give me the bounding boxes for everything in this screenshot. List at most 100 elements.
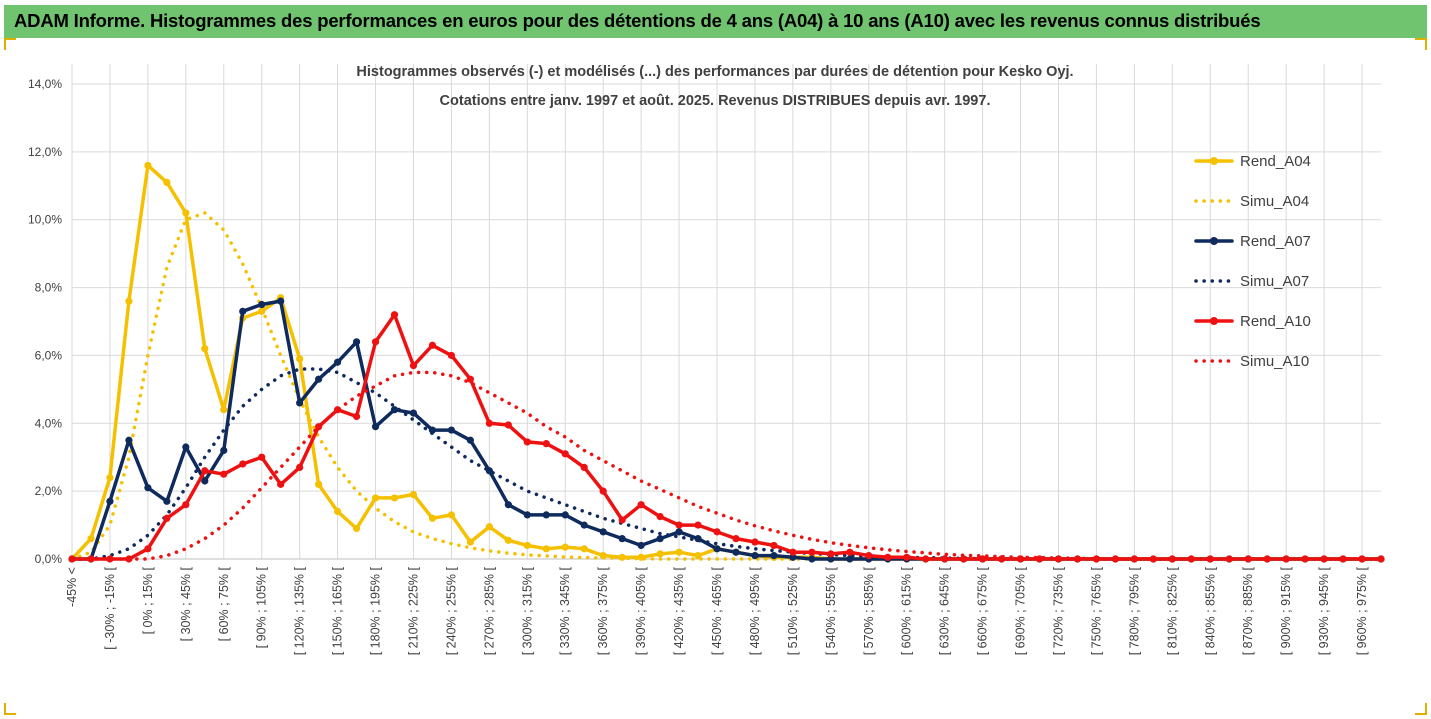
x-tick-label: [ 930% ; 945% [ (1317, 566, 1331, 655)
data-point-rend-a10 (390, 311, 399, 319)
data-point-rend-a10 (447, 351, 456, 360)
data-point-rend-a07 (599, 528, 607, 536)
data-point-rend-a10 (884, 553, 892, 561)
x-tick-label: [ 450% ; 465% [ (710, 566, 724, 655)
data-point-rend-a10 (1092, 555, 1101, 563)
data-point-rend-a04 (163, 178, 171, 186)
data-point-rend-a10 (599, 487, 607, 495)
data-point-rend-a10 (637, 501, 645, 509)
x-tick-label: [ 210% ; 225% [ (406, 566, 420, 655)
legend-label: Rend_A07 (1240, 233, 1311, 250)
data-point-rend-a10 (466, 375, 474, 383)
data-point-rend-a10 (922, 555, 930, 563)
y-tick-label: 8,0% (35, 281, 63, 295)
data-point-rend-a04 (125, 297, 133, 305)
frame-corner-top-left (4, 38, 16, 50)
x-tick-label: [ 570% ; 585% [ (862, 566, 876, 655)
data-point-rend-a10 (580, 463, 588, 471)
data-point-rend-a07 (637, 541, 645, 550)
data-point-rend-a07 (523, 511, 531, 519)
data-point-rend-a07 (428, 426, 437, 434)
chart-subtitle-line: Cotations entre janv. 1997 et août. 2025… (440, 93, 991, 109)
y-tick-label: 10,0% (28, 213, 62, 227)
data-point-rend-a07 (125, 436, 133, 444)
data-point-rend-a04 (675, 548, 683, 556)
legend-marker (1210, 317, 1218, 325)
data-point-rend-a10 (1320, 555, 1328, 563)
data-point-rend-a10 (903, 553, 911, 561)
x-tick-label: [ 960% ; 975% [ (1355, 566, 1369, 655)
x-tick-label: [ 750% ; 765% [ (1089, 566, 1103, 655)
y-tick-label: 6,0% (35, 348, 63, 362)
data-point-rend-a07 (352, 338, 361, 346)
data-point-rend-a07 (333, 358, 342, 366)
x-tick-label: [ 690% ; 705% [ (1014, 566, 1028, 655)
data-point-rend-a07 (390, 406, 399, 414)
x-tick-label: [ 480% ; 495% [ (748, 566, 762, 655)
x-tick-label: [ 900% ; 915% [ (1279, 566, 1293, 655)
data-point-rend-a07 (561, 511, 569, 519)
data-point-rend-a07 (277, 297, 285, 305)
data-point-rend-a04 (144, 161, 152, 170)
data-point-rend-a07 (220, 446, 228, 455)
chart-grid (71, 64, 1381, 560)
data-point-rend-a10 (941, 555, 949, 563)
legend-label: Rend_A04 (1240, 153, 1311, 170)
data-point-rend-a04 (561, 543, 569, 551)
data-point-rend-a04 (106, 473, 114, 482)
legend-label: Simu_A10 (1240, 353, 1309, 370)
data-point-rend-a10 (732, 535, 740, 543)
data-point-rend-a07 (144, 484, 152, 492)
data-point-rend-a10 (846, 548, 854, 556)
data-point-rend-a07 (656, 535, 664, 543)
x-tick-label: [ 120% ; 135% [ (293, 566, 307, 655)
chart-series (68, 161, 1385, 563)
data-point-rend-a07 (542, 511, 550, 519)
data-point-rend-a10 (523, 438, 531, 446)
data-point-rend-a04 (87, 535, 95, 543)
data-point-rend-a10 (182, 501, 190, 509)
y-axis-ticks: 0,0% 2,0% 4,0% 6,0% 8,0% 10,0% 12,0% 14,0% (28, 77, 62, 566)
data-point-rend-a07 (466, 436, 474, 444)
data-point-rend-a10 (751, 538, 759, 546)
x-tick-label: -45% < (65, 567, 79, 607)
x-tick-label: [ 390% ; 405% [ (634, 566, 648, 655)
x-tick-label: [ 360% ; 375% [ (596, 566, 610, 655)
x-tick-label: [ 630% ; 645% [ (938, 566, 952, 655)
data-point-rend-a10 (220, 470, 228, 478)
x-tick-label: [ 510% ; 525% [ (786, 566, 800, 655)
data-point-rend-a10 (1263, 555, 1271, 563)
y-tick-label: 2,0% (35, 484, 63, 498)
data-point-rend-a10 (1149, 555, 1157, 563)
series-line-simu-a07 (70, 367, 1383, 561)
data-point-rend-a10 (789, 548, 797, 556)
frame-corner-bottom-right (1415, 703, 1427, 715)
data-point-rend-a04 (504, 536, 512, 544)
data-point-rend-a07 (258, 300, 266, 309)
data-point-rend-a07 (751, 552, 759, 560)
x-axis-ticks: -45% < [ -30% ; -15% [[ 0% ; 15% [[ 30% ;… (65, 566, 1369, 655)
data-point-rend-a04 (390, 494, 399, 502)
data-point-rend-a10 (865, 552, 873, 560)
data-point-rend-a10 (87, 555, 95, 563)
data-point-rend-a04 (542, 545, 550, 553)
data-point-rend-a10 (618, 516, 626, 524)
data-point-rend-a10 (960, 555, 968, 563)
data-point-rend-a07 (846, 555, 854, 563)
legend-label: Simu_A04 (1240, 193, 1309, 210)
data-point-rend-a07 (713, 545, 721, 553)
y-tick-label: 4,0% (35, 416, 63, 430)
data-point-rend-a10 (770, 541, 778, 550)
data-point-rend-a04 (182, 209, 190, 217)
x-tick-label: [ 600% ; 615% [ (900, 566, 914, 655)
series-line-rend-a10 (70, 312, 1383, 561)
data-point-rend-a10 (371, 338, 380, 346)
data-point-rend-a10 (713, 528, 721, 536)
data-point-rend-a10 (1358, 555, 1366, 563)
legend-marker (1210, 237, 1218, 245)
series-line-rend-a04 (70, 163, 1383, 561)
data-point-rend-a10 (694, 521, 702, 529)
data-point-rend-a04 (371, 494, 380, 502)
data-point-rend-a04 (352, 524, 361, 533)
data-point-rend-a10 (504, 421, 512, 429)
